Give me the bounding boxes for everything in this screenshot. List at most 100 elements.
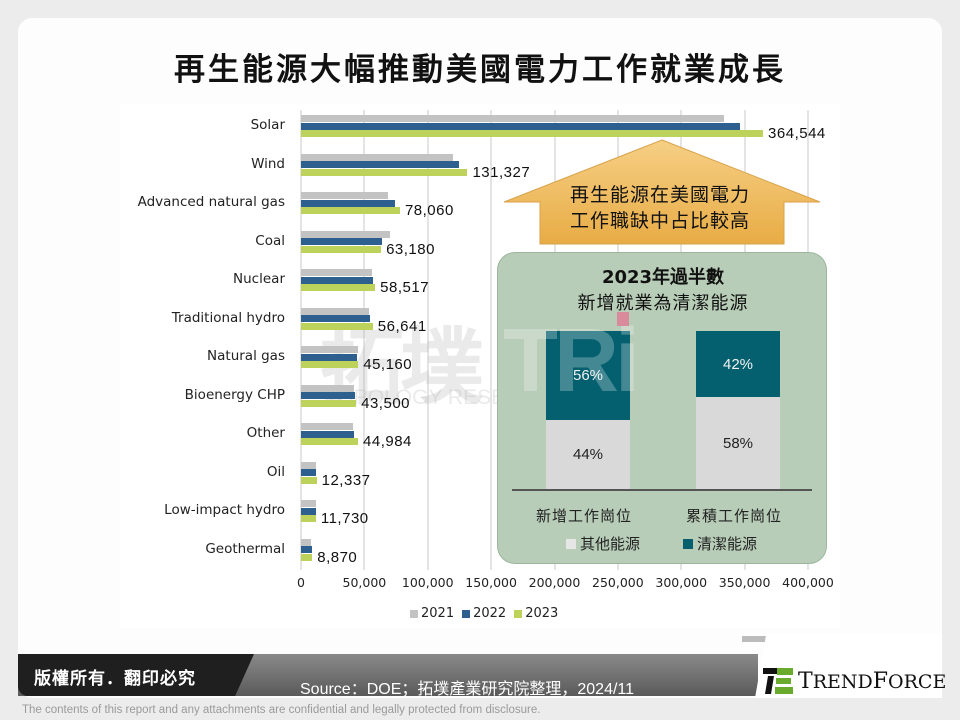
data-label: 56,641	[377, 317, 427, 335]
disclaimer-text: The contents of this report and any atta…	[22, 704, 541, 716]
bar-2021	[301, 307, 370, 315]
category-label: Wind	[251, 155, 285, 172]
bar-2023	[301, 399, 357, 407]
segment-clean-energy: 42%	[696, 331, 780, 397]
segment-other-energy: 58%	[696, 397, 780, 489]
up-arrow-callout-icon	[503, 139, 821, 245]
bar-2022	[301, 161, 460, 168]
bar-2022	[301, 392, 355, 399]
data-label: 364,544	[768, 125, 826, 142]
legend-swatch-icon	[566, 538, 576, 549]
data-label: 45,160	[363, 356, 413, 373]
data-label: 63,180	[386, 240, 435, 258]
bar-2022	[301, 199, 395, 207]
bar-2022	[301, 507, 316, 515]
gridline	[490, 110, 493, 570]
bar-2022	[301, 276, 374, 284]
bar-2023	[301, 284, 376, 291]
bar-2021	[301, 269, 372, 276]
gridline	[363, 110, 366, 570]
bar-2022	[301, 122, 740, 130]
inset-title: 2023年過半數 新增就業為清潔能源	[577, 267, 749, 314]
legend-item-2021: 2021	[410, 606, 454, 621]
watermark-dot	[617, 312, 629, 326]
chart-legend: 2021 2022 2023	[410, 606, 558, 621]
x-tick-label: 0	[297, 575, 305, 590]
inset-x-axis	[512, 489, 812, 491]
gridline	[426, 110, 429, 570]
data-label: 11,730	[320, 510, 369, 527]
legend-item-2023: 2023	[514, 606, 558, 621]
gridline	[300, 110, 302, 570]
source-text: Source：DOE；拓墣產業研究院整理，2024/11	[300, 681, 635, 698]
legend-swatch-icon	[683, 538, 693, 549]
inset-category-label: 新增工作崗位	[536, 507, 633, 525]
x-tick-label: 200,000	[528, 575, 581, 590]
bar-2021	[301, 538, 312, 546]
category-label: Coal	[255, 232, 285, 249]
category-label: Natural gas	[207, 348, 285, 364]
bar-2021	[301, 115, 725, 122]
segment-clean-energy: 56%	[546, 331, 630, 420]
legend-swatch-icon	[410, 609, 418, 618]
callout-text: 再生能源在美國電力 工作職缺中占比較高	[569, 184, 750, 232]
category-label: Low-impact hydro	[164, 502, 285, 518]
inset-legend-clean: 清潔能源	[683, 533, 757, 554]
bar-2022	[301, 430, 355, 438]
stacked-bar-new-jobs: 56% 44%	[546, 331, 630, 489]
bar-2023	[301, 322, 373, 330]
inset-category-label: 累積工作崗位	[686, 507, 783, 525]
data-label: 131,327	[472, 163, 531, 181]
page-title: 再生能源大幅推動美國電力工作就業成長	[174, 52, 786, 88]
bar-2021	[301, 500, 317, 507]
x-tick-label: 400,000	[782, 575, 834, 590]
bar-2022	[301, 353, 358, 361]
bar-2021	[301, 153, 454, 161]
category-label: Geothermal	[205, 540, 285, 557]
bar-2023	[301, 438, 359, 445]
copyright-text: 版權所有．翻印必究	[34, 669, 196, 689]
x-tick-label: 350,000	[718, 575, 771, 590]
data-label: 44,984	[363, 433, 412, 450]
x-tick-label: 150,000	[465, 575, 517, 590]
bar-2023	[301, 361, 359, 368]
bar-2023	[301, 515, 316, 522]
legend-swatch-icon	[462, 609, 471, 618]
category-label: Bioenergy CHP	[184, 386, 285, 403]
category-label: Traditional hydro	[171, 309, 285, 326]
legend-swatch-icon	[514, 609, 523, 618]
bar-2021	[301, 461, 317, 469]
bar-2021	[301, 192, 389, 199]
bar-2023	[301, 168, 468, 176]
bar-2021	[301, 230, 390, 238]
data-label: 8,870	[317, 548, 358, 566]
bar-2023	[301, 245, 382, 253]
data-label: 43,500	[361, 394, 411, 412]
data-label: 12,337	[321, 471, 371, 489]
bar-2021	[301, 423, 353, 430]
bar-2023	[301, 553, 313, 561]
bar-2022	[301, 469, 317, 476]
category-label: Nuclear	[233, 271, 285, 287]
bar-2022	[301, 238, 383, 245]
bar-2023	[301, 476, 317, 484]
data-label: 78,060	[404, 202, 454, 219]
trendforce-logo-icon	[763, 668, 793, 694]
inset-legend-other: 其他能源	[566, 533, 640, 554]
x-tick-label: 100,000	[401, 575, 454, 590]
bar-2022	[301, 315, 371, 322]
category-label: Solar	[250, 117, 285, 133]
legend-item-2022: 2022	[462, 606, 506, 621]
category-label: Oil	[266, 463, 285, 480]
segment-other-energy: 44%	[546, 420, 630, 489]
trendforce-logo-text: TRENDFORCE	[798, 669, 947, 694]
stacked-bar-cumulative-jobs: 42% 58%	[696, 331, 780, 489]
footer-copyright-block	[18, 654, 254, 696]
data-label: 58,517	[380, 279, 430, 296]
category-label: Advanced natural gas	[137, 194, 285, 210]
x-tick-label: 300,000	[655, 575, 708, 590]
bar-2023	[301, 207, 400, 214]
x-tick-label: 250,000	[592, 575, 644, 590]
bar-2021	[301, 384, 355, 392]
bar-2022	[301, 546, 312, 553]
